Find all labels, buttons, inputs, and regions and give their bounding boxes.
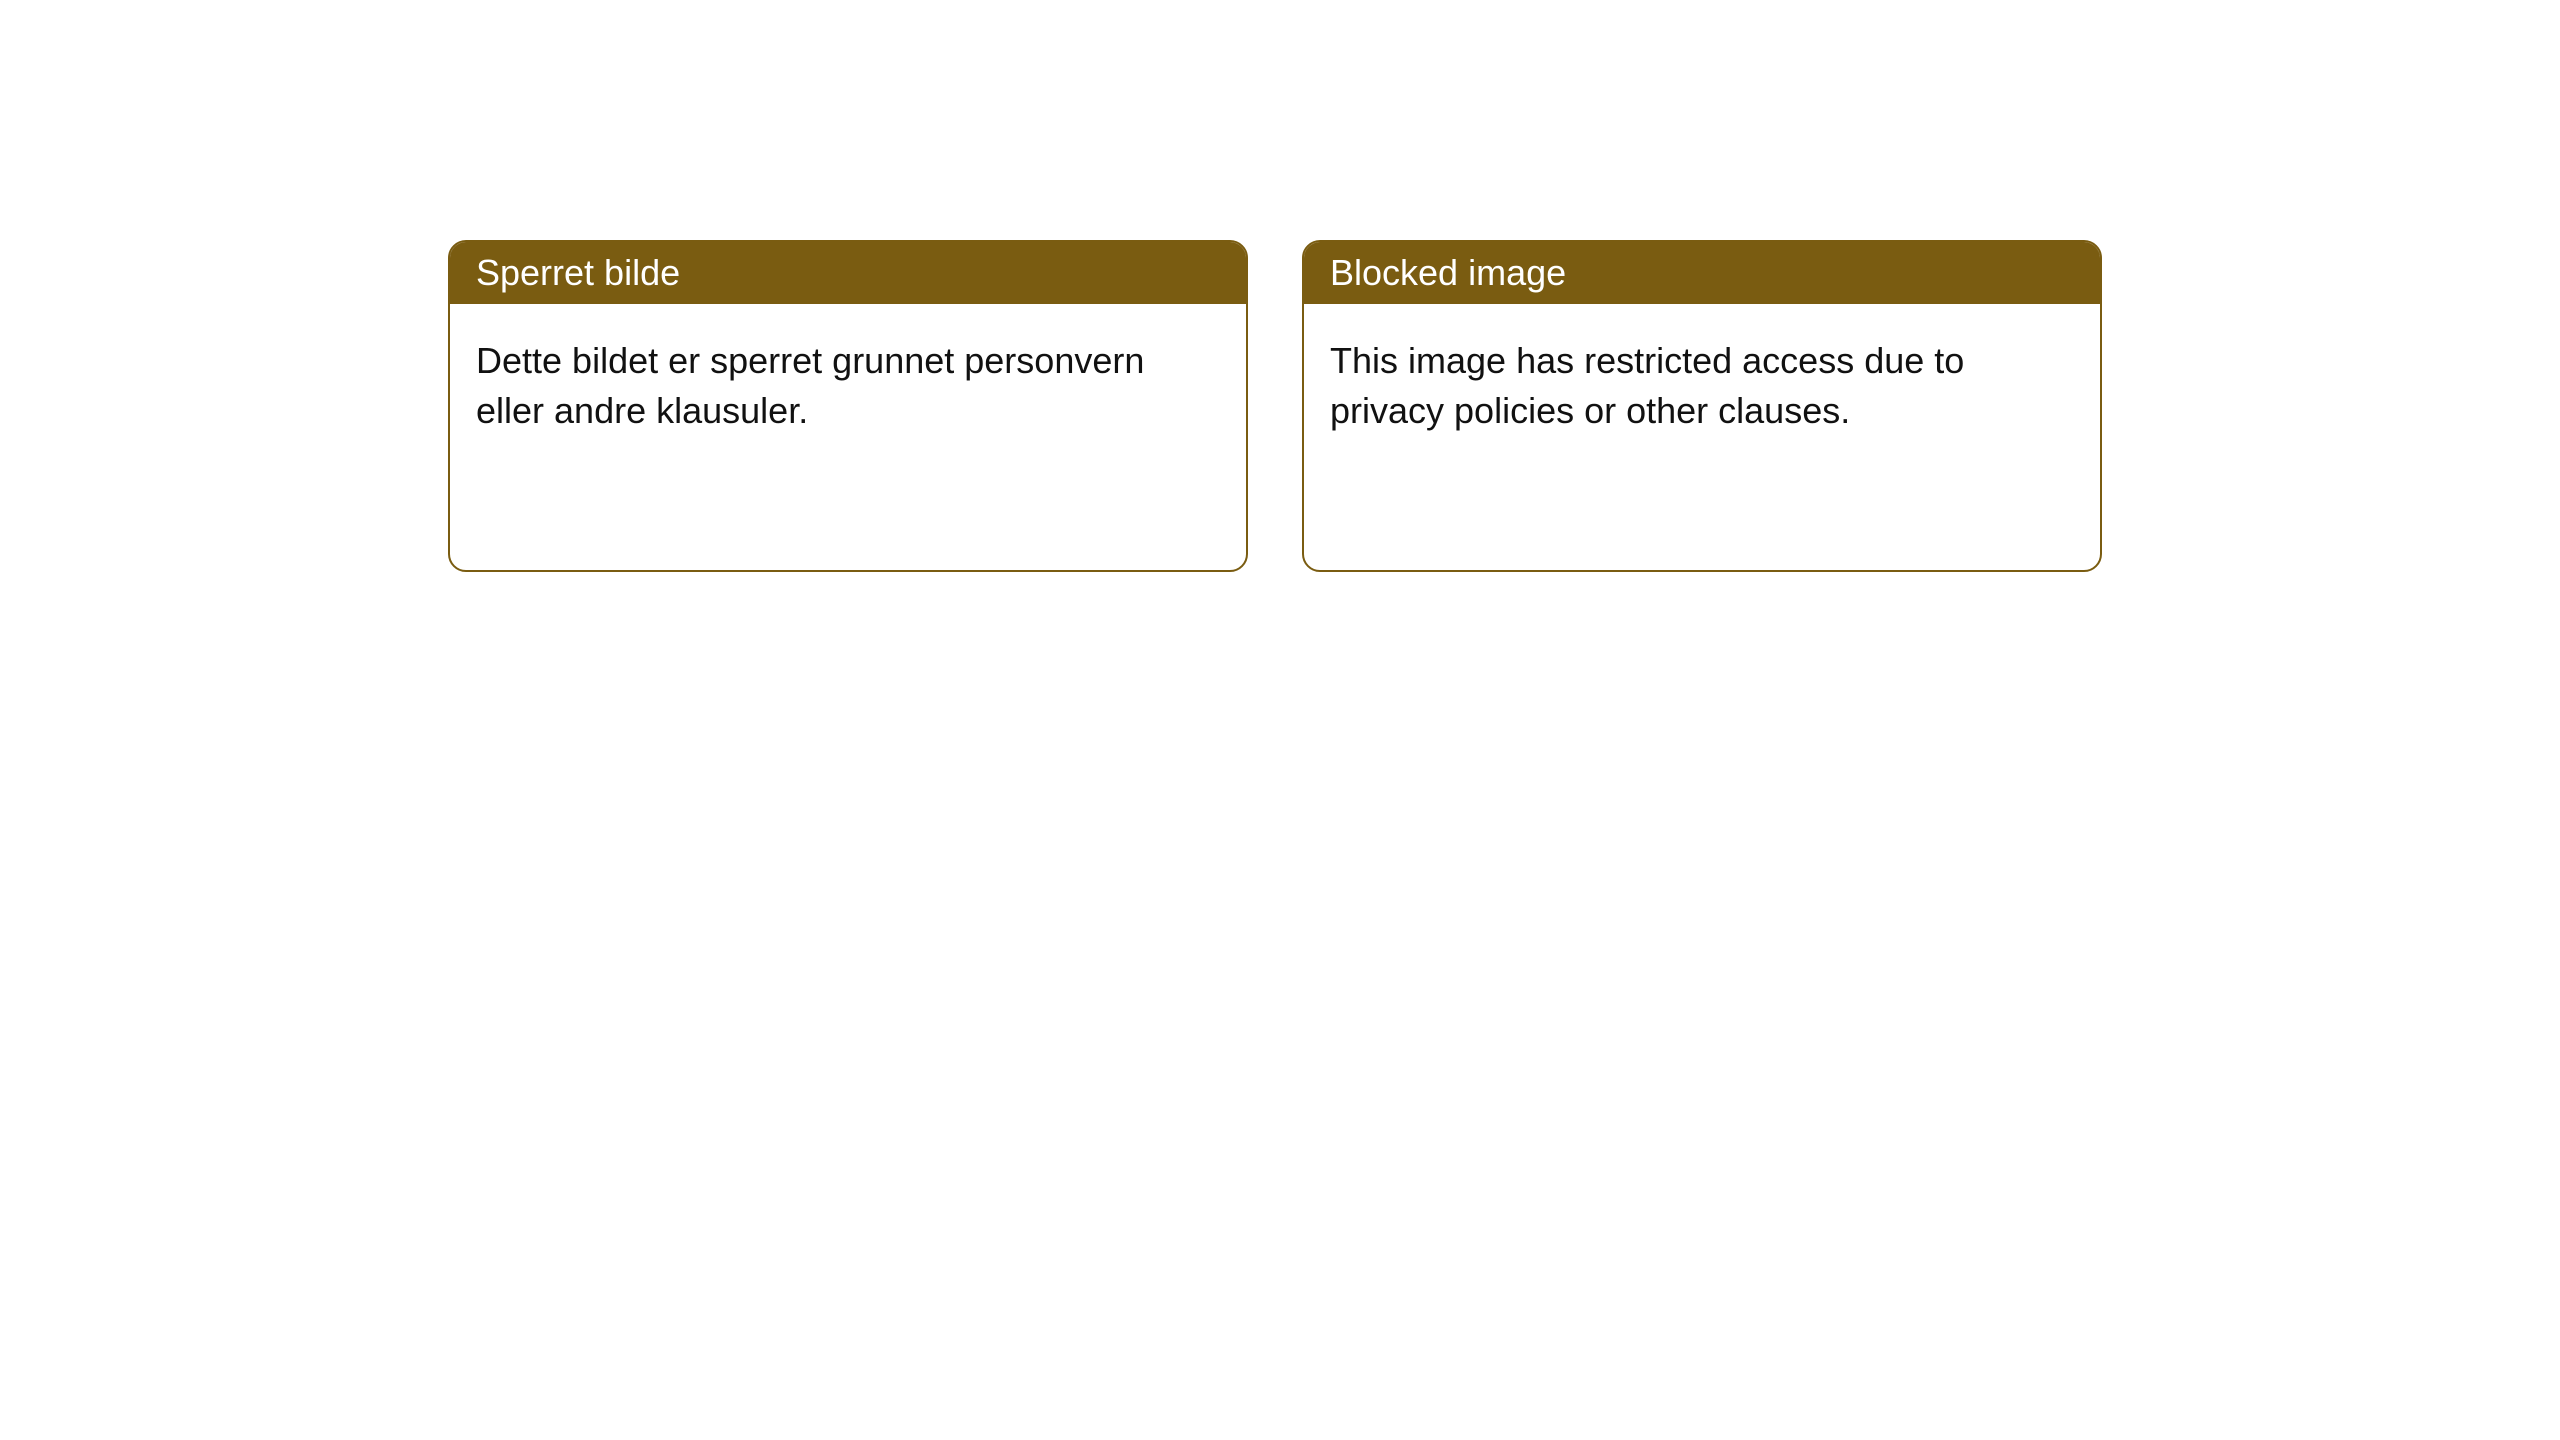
notice-header-english: Blocked image <box>1304 242 2100 304</box>
notice-header-norwegian: Sperret bilde <box>450 242 1246 304</box>
notice-body-norwegian: Dette bildet er sperret grunnet personve… <box>450 304 1246 469</box>
notice-body-english: This image has restricted access due to … <box>1304 304 2100 469</box>
notice-card-norwegian: Sperret bilde Dette bildet er sperret gr… <box>448 240 1248 572</box>
notice-container: Sperret bilde Dette bildet er sperret gr… <box>448 240 2102 572</box>
notice-card-english: Blocked image This image has restricted … <box>1302 240 2102 572</box>
